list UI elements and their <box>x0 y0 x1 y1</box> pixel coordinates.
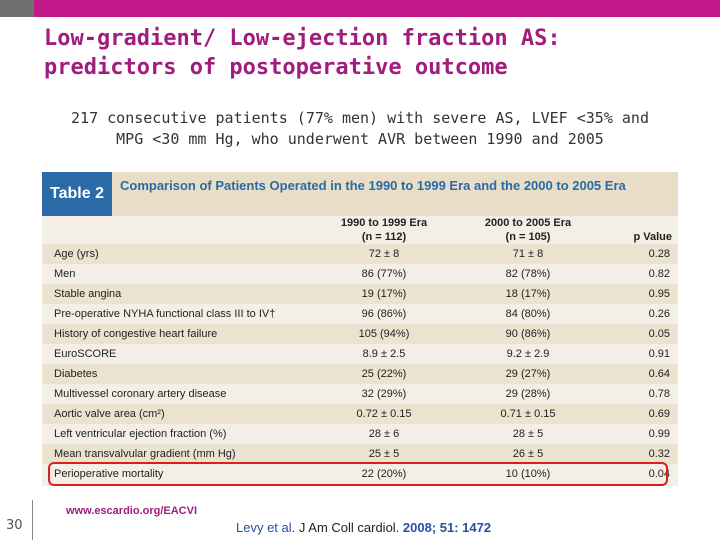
cell-2000-era: 10 (10%) <box>505 468 551 480</box>
cell-p-value: 0.32 <box>648 448 670 460</box>
table-row: Left ventricular ejection fraction (%) 28… <box>42 424 678 444</box>
cell-2000-era: 84 (80%) <box>505 308 551 320</box>
column-header-2000-era: 2000 to 2005 Era (n = 105) <box>474 216 582 244</box>
cell-p-value: 0.82 <box>648 268 670 280</box>
row-label: Aortic valve area (cm²) <box>54 408 165 420</box>
column-header-2000-era-line-1: 2000 to 2005 Era <box>484 217 572 229</box>
table-number-label: Table 2 <box>42 172 112 216</box>
cell-1990-era: 86 (77%) <box>361 268 407 280</box>
cell-2000-era: 0.71 ± 0.15 <box>500 408 556 420</box>
table-row: Diabetes 25 (22%) 29 (27%) 0.64 <box>42 364 678 384</box>
cell-1990-era: 72 ± 8 <box>368 248 400 260</box>
table-body: Age (yrs) 72 ± 8 71 ± 8 0.28 Men 86 (77%) 82 (… <box>42 244 678 484</box>
slide-subtitle-line-2: MPG <30 mm Hg, who underwent AVR between… <box>116 130 604 148</box>
cell-p-value: 0.99 <box>648 428 670 440</box>
table-row: History of congestive heart failure 105 (… <box>42 324 678 344</box>
table-row: Age (yrs) 72 ± 8 71 ± 8 0.28 <box>42 244 678 264</box>
mortality-highlight-box <box>48 462 668 486</box>
cell-2000-era: 9.2 ± 2.9 <box>506 348 550 360</box>
cell-1990-era: 25 ± 5 <box>368 448 400 460</box>
footer-divider <box>32 500 33 540</box>
slide-subtitle: 217 consecutive patients (77% men) with … <box>20 108 700 150</box>
row-label: Age (yrs) <box>54 248 99 260</box>
row-label: Men <box>54 268 76 280</box>
cell-p-value: 0.26 <box>648 308 670 320</box>
cell-p-value: 0.78 <box>648 388 670 400</box>
cell-1990-era: 22 (20%) <box>361 468 407 480</box>
row-label: EuroSCORE <box>54 348 117 360</box>
cell-2000-era: 71 ± 8 <box>512 248 544 260</box>
cell-2000-era: 18 (17%) <box>505 288 551 300</box>
table-row: Aortic valve area (cm²) 0.72 ± 0.15 0.71 ±… <box>42 404 678 424</box>
cell-p-value: 0.91 <box>648 348 670 360</box>
row-label: Diabetes <box>54 368 98 380</box>
row-label: Stable angina <box>54 288 122 300</box>
footer-url: www.escardio.org/EACVI <box>66 505 198 517</box>
column-header-p-value: p Value <box>633 231 672 243</box>
cell-2000-era: 82 (78%) <box>505 268 551 280</box>
row-label: History of congestive heart failure <box>54 328 218 340</box>
cell-1990-era: 32 (29%) <box>361 388 407 400</box>
top-banner-accent <box>0 0 34 17</box>
row-label: Pre-operative NYHA functional class III … <box>54 308 276 320</box>
table-row: Perioperative mortality 22 (20%) 10 (10%) 0… <box>42 464 678 484</box>
table-caption: Comparison of Patients Operated in the 1… <box>112 172 678 216</box>
top-banner <box>0 0 720 17</box>
slide-title: Low-gradient/ Low-ejection fraction AS: … <box>44 24 684 82</box>
row-label: Left ventricular ejection fraction (%) <box>54 428 227 440</box>
citation-year: 2008; 51: 1472 <box>402 520 492 535</box>
cell-2000-era: 29 (27%) <box>505 368 551 380</box>
table-row: EuroSCORE 8.9 ± 2.5 9.2 ± 2.9 0.91 <box>42 344 678 364</box>
cell-p-value: 0.64 <box>648 368 670 380</box>
page-number: 30 <box>6 518 23 533</box>
cell-p-value: 0.69 <box>648 408 670 420</box>
citation-journal: J Am Coll cardiol. <box>295 520 403 535</box>
table-row: Mean transvalvular gradient (mm Hg) 25 ± … <box>42 444 678 464</box>
citation: Levy et al. J Am Coll cardiol. 2008; 51:… <box>236 520 491 535</box>
slide-title-line-2: predictors of postoperative outcome <box>44 55 508 80</box>
cell-1990-era: 105 (94%) <box>358 328 410 340</box>
cell-1990-era: 8.9 ± 2.5 <box>362 348 406 360</box>
cell-1990-era: 0.72 ± 0.15 <box>356 408 412 420</box>
cell-1990-era: 25 (22%) <box>361 368 407 380</box>
cell-1990-era: 28 ± 6 <box>368 428 400 440</box>
slide-title-line-1: Low-gradient/ Low-ejection fraction AS: <box>44 26 561 51</box>
cell-p-value: 0.05 <box>648 328 670 340</box>
table-row: Multivessel coronary artery disease 32 (2… <box>42 384 678 404</box>
slide-subtitle-line-1: 217 consecutive patients (77% men) with … <box>71 109 649 127</box>
column-header-1990-era-line-2: (n = 112) <box>361 231 407 243</box>
cell-2000-era: 28 ± 5 <box>512 428 544 440</box>
cell-p-value: 0.28 <box>648 248 670 260</box>
row-label: Mean transvalvular gradient (mm Hg) <box>54 448 236 460</box>
comparison-table: Table 2 Comparison of Patients Operated … <box>42 172 678 486</box>
row-label: Multivessel coronary artery disease <box>54 388 227 400</box>
table-row: Pre-operative NYHA functional class III … <box>42 304 678 324</box>
cell-1990-era: 19 (17%) <box>361 288 407 300</box>
column-header-1990-era-line-1: 1990 to 1999 Era <box>340 217 428 229</box>
cell-p-value: 0.95 <box>648 288 670 300</box>
column-header-1990-era: 1990 to 1999 Era (n = 112) <box>332 216 436 244</box>
column-header-2000-era-line-2: (n = 105) <box>505 231 551 243</box>
table-row: Stable angina 19 (17%) 18 (17%) 0.95 <box>42 284 678 304</box>
cell-2000-era: 26 ± 5 <box>512 448 544 460</box>
cell-2000-era: 90 (86%) <box>505 328 551 340</box>
row-label: Perioperative mortality <box>54 468 164 480</box>
citation-author: Levy et al. <box>236 520 296 535</box>
cell-2000-era: 29 (28%) <box>505 388 551 400</box>
table-row: Men 86 (77%) 82 (78%) 0.82 <box>42 264 678 284</box>
cell-1990-era: 96 (86%) <box>361 308 407 320</box>
cell-p-value: 0.04 <box>648 468 670 480</box>
